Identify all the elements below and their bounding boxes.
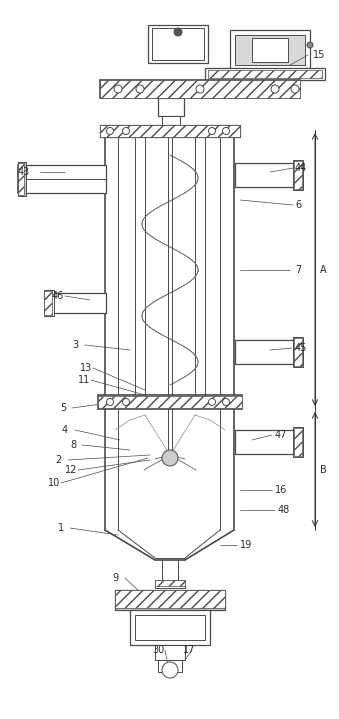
- Bar: [18, 165, 106, 193]
- Text: 8: 8: [70, 440, 76, 450]
- Text: 6: 6: [295, 200, 301, 210]
- Text: A: A: [320, 265, 326, 275]
- Text: 3: 3: [72, 340, 78, 350]
- Text: 1: 1: [58, 523, 64, 533]
- Text: 15: 15: [313, 50, 325, 60]
- Bar: [115, 590, 225, 608]
- Circle shape: [291, 85, 299, 93]
- Text: 4: 4: [62, 425, 68, 435]
- Text: 7: 7: [295, 265, 301, 275]
- Text: 5: 5: [60, 403, 66, 413]
- Bar: [100, 125, 240, 137]
- Bar: [18, 162, 26, 196]
- Circle shape: [162, 662, 178, 678]
- Circle shape: [106, 127, 114, 134]
- Bar: [135, 615, 205, 640]
- Text: 45: 45: [295, 343, 307, 353]
- Bar: [115, 590, 225, 610]
- Text: 19: 19: [240, 540, 252, 550]
- Circle shape: [114, 85, 122, 93]
- Bar: [294, 338, 302, 366]
- Bar: [162, 116, 180, 128]
- Bar: [155, 580, 185, 588]
- Text: 2: 2: [55, 455, 61, 465]
- Bar: [148, 25, 208, 63]
- Text: 16: 16: [275, 485, 287, 495]
- Circle shape: [208, 127, 216, 134]
- Circle shape: [307, 42, 313, 48]
- Bar: [152, 28, 204, 60]
- Bar: [230, 30, 310, 70]
- Bar: [205, 68, 325, 80]
- Bar: [235, 163, 295, 187]
- Circle shape: [174, 28, 182, 36]
- Bar: [98, 395, 242, 409]
- Text: 12: 12: [65, 465, 77, 475]
- Bar: [294, 428, 302, 456]
- Bar: [44, 291, 52, 315]
- Text: 47: 47: [275, 430, 287, 440]
- Bar: [18, 163, 24, 195]
- Bar: [100, 125, 240, 137]
- Bar: [235, 340, 295, 364]
- Bar: [294, 161, 302, 189]
- Circle shape: [106, 398, 114, 406]
- Bar: [208, 70, 322, 78]
- Circle shape: [162, 450, 178, 466]
- Circle shape: [122, 127, 129, 134]
- Bar: [44, 290, 54, 316]
- Text: 30: 30: [152, 645, 164, 655]
- Bar: [252, 38, 288, 62]
- Text: 17: 17: [183, 645, 195, 655]
- Text: 48: 48: [278, 505, 290, 515]
- Circle shape: [222, 127, 230, 134]
- Text: 13: 13: [80, 363, 92, 373]
- Bar: [293, 427, 303, 457]
- Bar: [235, 430, 295, 454]
- Circle shape: [136, 85, 144, 93]
- Text: B: B: [320, 465, 327, 475]
- Bar: [158, 660, 182, 672]
- Bar: [293, 160, 303, 190]
- Bar: [158, 98, 184, 116]
- Text: 10: 10: [48, 478, 60, 488]
- Bar: [100, 80, 300, 98]
- Bar: [98, 396, 242, 408]
- Bar: [155, 645, 185, 660]
- Bar: [130, 610, 210, 645]
- Circle shape: [122, 398, 129, 406]
- Text: 46: 46: [52, 291, 64, 301]
- Bar: [52, 293, 106, 313]
- Bar: [155, 580, 185, 586]
- Circle shape: [196, 85, 204, 93]
- Text: 43: 43: [18, 167, 30, 177]
- Circle shape: [271, 85, 279, 93]
- Bar: [100, 80, 300, 98]
- Circle shape: [222, 398, 230, 406]
- Text: 9: 9: [112, 573, 118, 583]
- Text: 44: 44: [295, 163, 307, 173]
- Bar: [235, 35, 305, 65]
- Text: 11: 11: [78, 375, 90, 385]
- Circle shape: [208, 398, 216, 406]
- Bar: [293, 337, 303, 367]
